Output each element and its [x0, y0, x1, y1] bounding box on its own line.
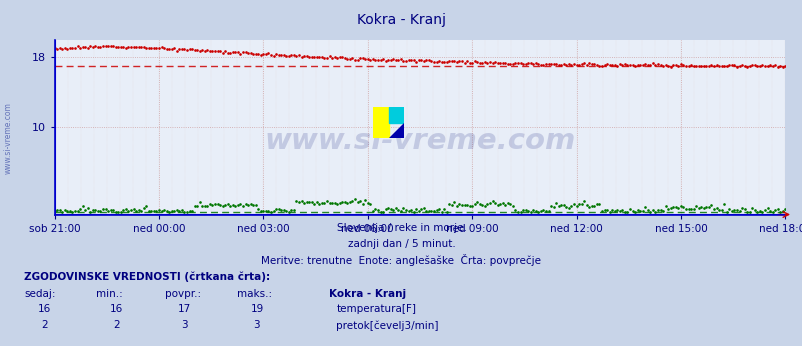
Bar [388, 107, 403, 123]
Text: 2: 2 [41, 320, 47, 330]
Text: 17: 17 [178, 304, 191, 315]
Polygon shape [388, 123, 403, 138]
Text: Meritve: trenutne  Enote: anglešaške  Črta: povprečje: Meritve: trenutne Enote: anglešaške Črta… [261, 254, 541, 266]
Text: 3: 3 [181, 320, 188, 330]
Text: pretok[čevelj3/min]: pretok[čevelj3/min] [336, 320, 439, 330]
Text: povpr.:: povpr.: [164, 289, 200, 299]
Bar [373, 107, 388, 138]
Text: 16: 16 [38, 304, 51, 315]
Text: www.si-vreme.com: www.si-vreme.com [264, 127, 575, 155]
Text: 2: 2 [113, 320, 119, 330]
Text: 16: 16 [110, 304, 123, 315]
Text: sedaj:: sedaj: [24, 289, 55, 299]
Text: www.si-vreme.com: www.si-vreme.com [3, 102, 13, 174]
Text: temperatura[F]: temperatura[F] [336, 304, 416, 315]
Text: ZGODOVINSKE VREDNOSTI (črtkana črta):: ZGODOVINSKE VREDNOSTI (črtkana črta): [24, 272, 270, 282]
Text: Slovenija / reke in morje.: Slovenija / reke in morje. [336, 223, 466, 233]
Text: 19: 19 [250, 304, 263, 315]
Text: 3: 3 [253, 320, 260, 330]
Text: min.:: min.: [96, 289, 123, 299]
Text: maks.:: maks.: [237, 289, 272, 299]
Text: zadnji dan / 5 minut.: zadnji dan / 5 minut. [347, 239, 455, 249]
Text: Kokra - Kranj: Kokra - Kranj [329, 289, 406, 299]
Text: Kokra - Kranj: Kokra - Kranj [357, 13, 445, 27]
